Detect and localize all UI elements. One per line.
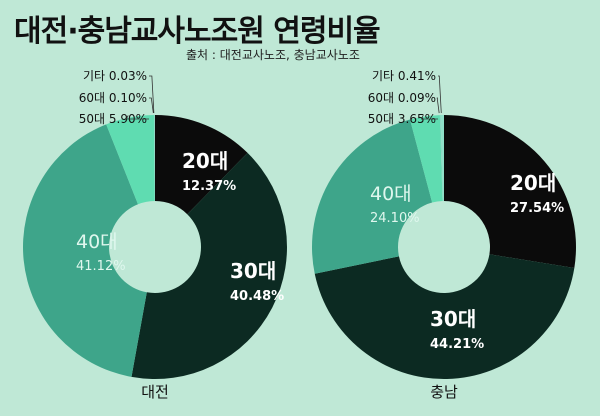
chart-name-대전: 대전	[141, 383, 169, 401]
label-충남-20대: 20대	[510, 171, 556, 195]
label-대전-기타: 기타 0.03%	[83, 69, 147, 83]
value-충남-40대: 24.10%	[370, 211, 420, 226]
slice-충남-60대	[439, 115, 443, 202]
value-충남-20대: 27.54%	[510, 201, 564, 216]
slice-충남-기타	[440, 115, 444, 202]
slice-대전-50대	[106, 115, 155, 205]
label-대전-60대: 60대 0.10%	[79, 91, 147, 105]
slice-충남-40대	[311, 119, 433, 274]
donut-충남: 20대 27.54% 30대 44.21% 40대 24.10% 기타 0.41% 60대 0…	[311, 69, 577, 401]
value-대전-20대: 12.37%	[182, 179, 236, 194]
slice-대전-60대	[153, 115, 155, 202]
label-대전-20대: 20대	[182, 149, 228, 173]
chart-title: 대전·충남교사노조원 연령비율	[14, 14, 381, 49]
leader-충남-60대	[436, 97, 440, 114]
value-충남-30대: 44.21%	[430, 337, 484, 352]
chart-name-충남: 충남	[430, 383, 458, 401]
label-충남-50대: 50대 3.65%	[368, 112, 436, 126]
slice-충남-50대	[409, 115, 443, 203]
leader-대전-60대	[149, 97, 154, 114]
label-충남-60대: 60대 0.09%	[368, 91, 436, 105]
label-대전-30대: 30대	[230, 259, 276, 283]
value-대전-30대: 40.48%	[230, 289, 284, 304]
slice-충남-20대	[444, 115, 577, 268]
source-note: 출처 : 대전교사노조, 충남교사노조	[186, 48, 360, 62]
label-대전-50대: 50대 5.90%	[79, 112, 147, 126]
value-대전-40대: 41.12%	[76, 259, 126, 274]
label-충남-40대: 40대	[370, 183, 412, 205]
leader-대전-기타	[149, 75, 155, 114]
label-충남-기타: 기타 0.41%	[372, 69, 436, 83]
slice-대전-20대	[155, 115, 248, 215]
leader-충남-50대	[420, 114, 438, 120]
leader-대전-50대	[125, 115, 149, 120]
label-충남-30대: 30대	[430, 307, 476, 331]
slice-대전-40대	[22, 124, 147, 377]
slice-충남-30대	[314, 254, 575, 380]
leader-충남-기타	[438, 75, 442, 114]
slice-대전-30대	[131, 152, 288, 379]
label-대전-40대: 40대	[76, 231, 118, 253]
donut-대전: 20대 12.37% 30대 40.48% 40대 41.12% 기타 0.03% 60대 0…	[22, 69, 288, 401]
